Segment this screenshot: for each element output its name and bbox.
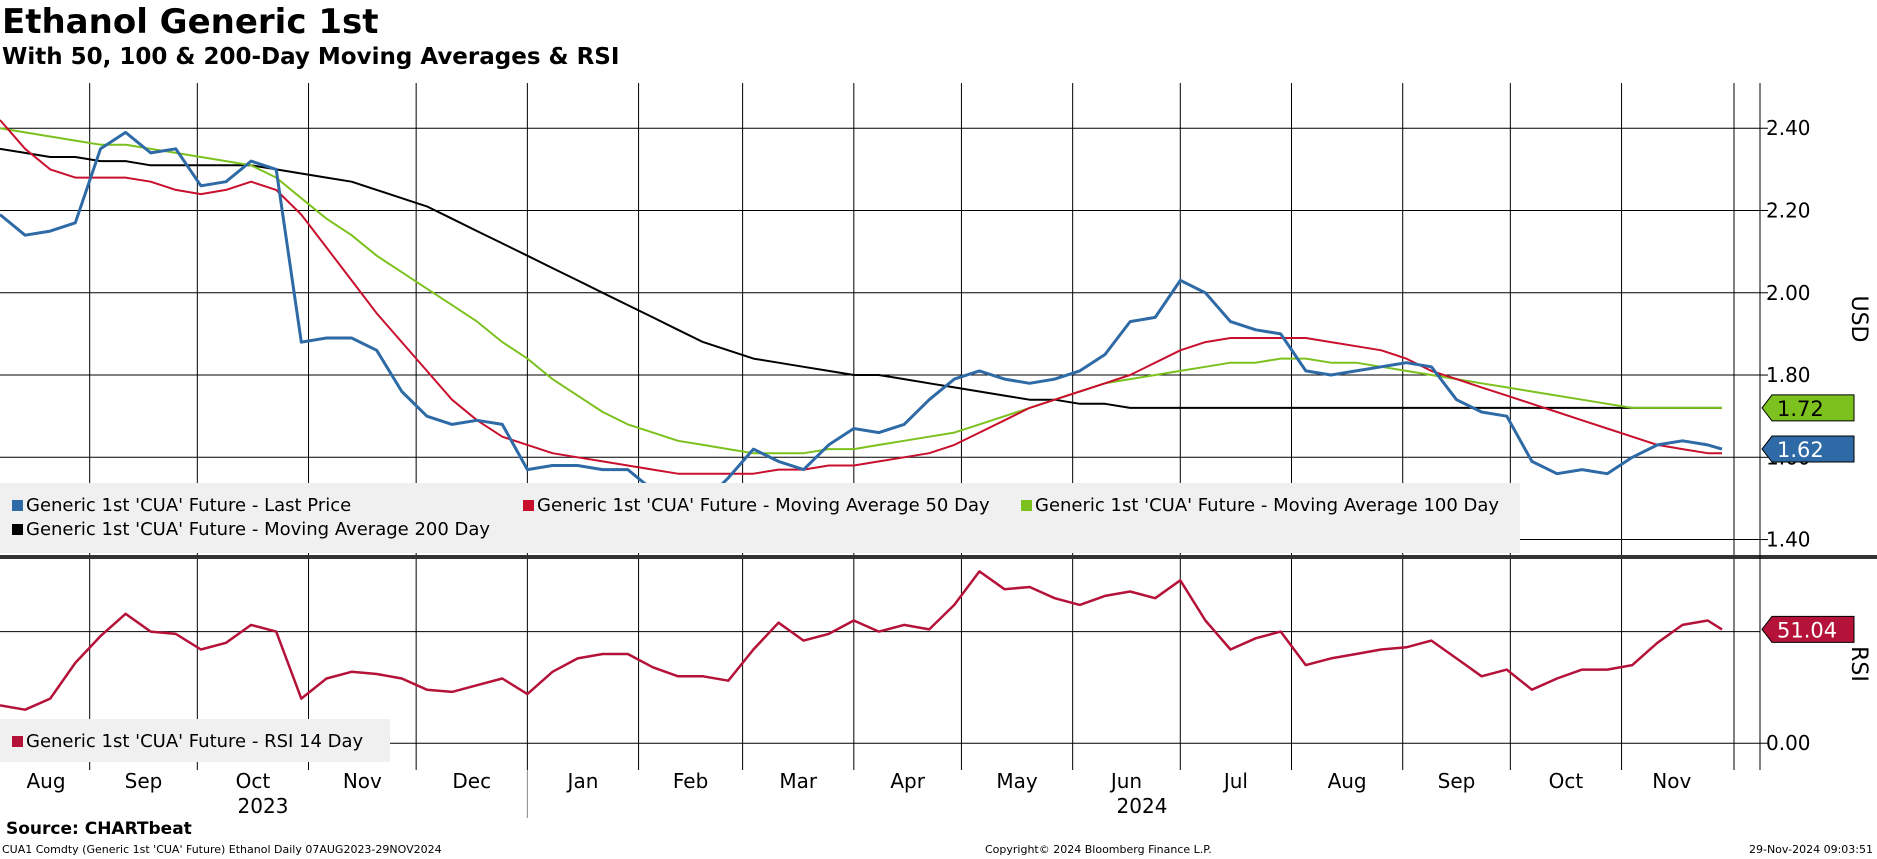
x-tick-label: Jul bbox=[1222, 769, 1248, 793]
callout-badge bbox=[1761, 394, 1855, 422]
legend-label-rsi: Generic 1st 'CUA' Future - RSI 14 Day bbox=[26, 731, 364, 752]
callout-value: 1.62 bbox=[1777, 438, 1824, 462]
last-value-callout: 1.72 bbox=[1761, 394, 1855, 422]
timestamp: 29-Nov-2024 09:03:51 bbox=[1748, 843, 1873, 856]
y-axis-title: USD bbox=[1846, 295, 1871, 342]
callout-badge bbox=[1761, 435, 1855, 463]
series-line-last-price bbox=[0, 130, 1723, 504]
price-legend bbox=[0, 483, 1520, 553]
callout-value: 51.04 bbox=[1777, 618, 1837, 642]
y-tick-label: 2.00 bbox=[1766, 281, 1811, 305]
legend-swatch-icon bbox=[12, 500, 23, 511]
rsi-axis-title: RSI bbox=[1846, 646, 1871, 682]
callout-badge bbox=[1761, 615, 1855, 643]
ticker-info: CUA1 Comdty (Generic 1st 'CUA' Future) E… bbox=[2, 843, 442, 856]
x-year-label: 2024 bbox=[1117, 794, 1168, 818]
legend-swatch-icon bbox=[1021, 500, 1032, 511]
copyright-note: Copyright© 2024 Bloomberg Finance L.P. bbox=[985, 843, 1212, 856]
rsi-legend bbox=[0, 719, 390, 762]
series-line-rsi bbox=[0, 570, 1723, 711]
x-tick-label: Oct bbox=[236, 769, 271, 793]
callout-value: 1.72 bbox=[1777, 397, 1824, 421]
legend-label-last-price: Generic 1st 'CUA' Future - Last Price bbox=[26, 495, 352, 516]
legend-swatch-icon bbox=[523, 500, 534, 511]
x-tick-label: Sep bbox=[125, 769, 163, 793]
source-note: Source: CHARTbeat bbox=[6, 819, 192, 839]
x-tick-label: Mar bbox=[779, 769, 818, 793]
legend-item-ma100: Generic 1st 'CUA' Future - Moving Averag… bbox=[1021, 495, 1499, 517]
y-tick-label: 0.00 bbox=[1766, 731, 1811, 755]
last-value-callout: 51.04 bbox=[1761, 615, 1855, 643]
panel-divider bbox=[0, 555, 1877, 559]
series-line-ma50 bbox=[0, 119, 1722, 475]
x-tick-label: May bbox=[996, 769, 1038, 793]
x-tick-label: Sep bbox=[1438, 769, 1476, 793]
x-tick-label: Feb bbox=[673, 769, 708, 793]
series-layer bbox=[0, 119, 1723, 711]
legend-swatch-icon bbox=[12, 736, 23, 747]
x-year-label: 2023 bbox=[238, 794, 289, 818]
x-tick-label: Oct bbox=[1549, 769, 1584, 793]
x-tick-label: Aug bbox=[26, 769, 65, 793]
x-tick-label: Nov bbox=[1652, 769, 1691, 793]
legend-label-ma100: Generic 1st 'CUA' Future - Moving Averag… bbox=[1035, 495, 1500, 516]
x-tick-label: Jun bbox=[1109, 769, 1142, 793]
x-tick-label: Aug bbox=[1328, 769, 1367, 793]
x-tick-label: Dec bbox=[452, 769, 491, 793]
legend-label-ma50: Generic 1st 'CUA' Future - Moving Averag… bbox=[537, 495, 990, 516]
axis-layer: 1.401.601.802.002.202.400.00USDRSI1.721.… bbox=[0, 83, 1877, 818]
y-tick-label: 1.80 bbox=[1766, 363, 1811, 387]
y-tick-label: 2.40 bbox=[1766, 116, 1811, 140]
y-tick-label: 2.20 bbox=[1766, 199, 1811, 223]
x-tick-label: Nov bbox=[343, 769, 382, 793]
chart-title: Ethanol Generic 1st bbox=[2, 2, 379, 42]
y-tick-label: 1.40 bbox=[1766, 528, 1811, 552]
x-tick-label: Apr bbox=[890, 769, 925, 793]
legend-item-ma200: Generic 1st 'CUA' Future - Moving Averag… bbox=[12, 519, 490, 541]
grid-layer bbox=[0, 83, 1760, 770]
chart-subtitle: With 50, 100 & 200-Day Moving Averages &… bbox=[2, 44, 620, 70]
x-tick-label: Jan bbox=[566, 769, 599, 793]
legend-label-ma200: Generic 1st 'CUA' Future - Moving Averag… bbox=[26, 519, 491, 540]
series-line-ma100 bbox=[0, 127, 1722, 455]
series-line-ma200 bbox=[0, 147, 1722, 409]
last-value-callout: 1.62 bbox=[1761, 435, 1855, 463]
legend-item-rsi: Generic 1st 'CUA' Future - RSI 14 Day bbox=[12, 731, 363, 753]
legend-swatch-icon bbox=[12, 524, 23, 535]
legend-item-last-price: Generic 1st 'CUA' Future - Last Price bbox=[12, 495, 351, 517]
legend-item-ma50: Generic 1st 'CUA' Future - Moving Averag… bbox=[523, 495, 990, 517]
